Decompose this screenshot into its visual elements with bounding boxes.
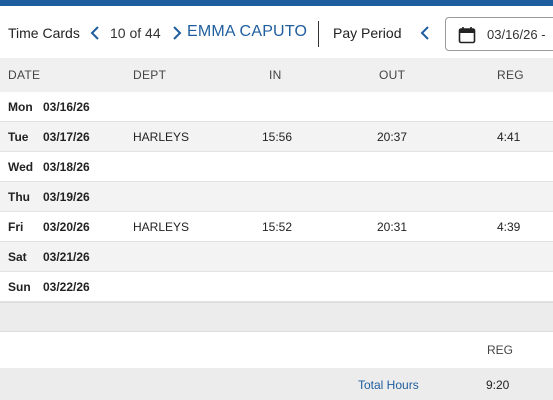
next-employee-button[interactable] <box>170 23 184 43</box>
cell-day: Sat <box>8 250 27 264</box>
table-row[interactable]: Mon 03/16/26 <box>0 92 553 122</box>
column-header-in: IN <box>269 68 282 82</box>
cell-date: 03/21/26 <box>43 250 90 264</box>
cell-day: Fri <box>8 220 24 234</box>
cell-date: 03/22/26 <box>43 280 90 294</box>
summary-total-row: Total Hours 9:20 <box>0 368 553 400</box>
table-header: DATE DEPT IN OUT REG <box>0 58 553 92</box>
cell-date: 03/20/26 <box>43 220 90 234</box>
pay-period-date-value: 03/16/26 - <box>487 27 546 42</box>
cell-reg: 4:39 <box>497 220 521 234</box>
table-row[interactable]: Tue 03/17/26 HARLEYS 15:56 20:37 4:41 <box>0 122 553 152</box>
cell-day: Tue <box>8 130 29 144</box>
cell-reg: 4:41 <box>497 130 521 144</box>
cell-date: 03/17/26 <box>43 130 90 144</box>
summary-header: REG <box>0 332 553 368</box>
cell-date: 03/16/26 <box>43 100 90 114</box>
record-counter: 10 of 44 <box>110 25 161 41</box>
cell-day: Thu <box>8 190 30 204</box>
cell-out: 20:37 <box>377 130 408 144</box>
employee-name-link[interactable]: EMMA CAPUTO <box>187 23 308 40</box>
calendar-icon[interactable] <box>458 26 476 44</box>
cell-dept: HARLEYS <box>133 220 190 234</box>
summary-reg-header: REG <box>487 343 514 357</box>
prev-pay-period-button[interactable] <box>418 23 432 43</box>
top-accent-bar <box>0 0 553 6</box>
total-hours-value: 9:20 <box>486 378 510 392</box>
cell-day: Sun <box>8 280 31 294</box>
cell-out: 20:31 <box>377 220 408 234</box>
cell-dept: HARLEYS <box>133 130 190 144</box>
chevron-left-icon <box>420 26 429 40</box>
cell-day: Mon <box>8 100 33 114</box>
header-bar: Time Cards 10 of 44 EMMA CAPUTO Pay Peri… <box>0 6 553 58</box>
table-row[interactable]: Sun 03/22/26 <box>0 272 553 302</box>
table-row[interactable]: Sat 03/21/26 <box>0 242 553 272</box>
table-row[interactable]: Fri 03/20/26 HARLEYS 15:52 20:31 4:39 <box>0 212 553 242</box>
cell-day: Wed <box>8 160 34 174</box>
table-row[interactable]: Wed 03/18/26 <box>0 152 553 182</box>
cell-in: 15:52 <box>262 220 293 234</box>
pay-period-label: Pay Period <box>333 25 402 41</box>
table-row[interactable]: Thu 03/19/26 <box>0 182 553 212</box>
column-header-date: DATE <box>8 68 41 82</box>
cell-date: 03/19/26 <box>43 190 90 204</box>
cell-date: 03/18/26 <box>43 160 90 174</box>
total-hours-label: Total Hours <box>358 378 419 392</box>
column-header-out: OUT <box>379 68 406 82</box>
header-divider <box>318 21 319 47</box>
table-spacer-row <box>0 302 553 332</box>
prev-employee-button[interactable] <box>88 23 102 43</box>
pay-period-date-picker[interactable]: 03/16/26 - <box>445 17 553 51</box>
column-header-dept: DEPT <box>133 68 167 82</box>
page-title: Time Cards <box>8 25 80 41</box>
chevron-left-icon <box>90 26 99 40</box>
column-header-reg: REG <box>497 68 524 82</box>
cell-in: 15:56 <box>262 130 293 144</box>
chevron-right-icon <box>173 26 182 40</box>
